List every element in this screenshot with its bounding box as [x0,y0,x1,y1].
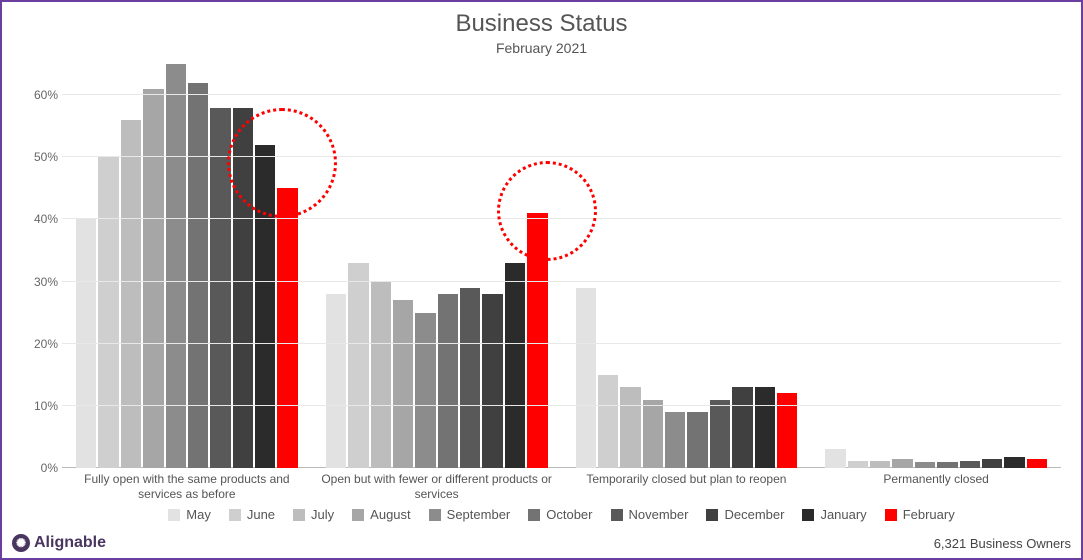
legend-item: September [429,507,511,522]
bar [415,313,435,468]
bar [825,449,845,468]
legend-swatch [429,509,441,521]
bar [98,157,118,468]
bar-group: Open but with fewer or different product… [312,64,562,468]
legend-label: August [370,507,410,522]
grid-line [62,218,1061,219]
legend-item: February [885,507,955,522]
plot-area: Fully open with the same products and se… [62,64,1061,468]
bar [687,412,707,468]
legend-item: December [706,507,784,522]
legend-swatch [229,509,241,521]
y-tick-label: 20% [22,337,58,351]
legend-item: May [168,507,211,522]
bar-group: Fully open with the same products and se… [62,64,312,468]
bar [460,288,480,468]
bar [982,459,1002,468]
chart-frame: Business Status February 2021 Fully open… [0,0,1083,560]
legend-swatch [802,509,814,521]
bar [576,288,596,468]
bar [643,400,663,468]
brand-logo-icon: ✺ [12,534,30,552]
y-tick-label: 40% [22,212,58,226]
bar [393,300,413,468]
bar [326,294,346,468]
grid-line [62,343,1061,344]
bar [527,213,547,468]
grid-line [62,405,1061,406]
chart-subtitle: February 2021 [2,40,1081,56]
bar [892,459,912,468]
legend-swatch [293,509,305,521]
chart-title: Business Status [2,10,1081,38]
legend-label: May [186,507,211,522]
bar [233,108,253,468]
bar [848,461,868,468]
brand-name: Alignable [34,534,106,552]
legend: May June July August September October Novembe… [62,507,1061,522]
legend-label: December [724,507,784,522]
bar [210,108,230,468]
legend-swatch [528,509,540,521]
legend-label: July [311,507,334,522]
legend-label: June [247,507,275,522]
bar [710,400,730,468]
y-tick-label: 0% [22,461,58,475]
legend-label: February [903,507,955,522]
grid-line [62,94,1061,95]
footer-note: 6,321 Business Owners [934,536,1071,551]
bar [505,263,525,468]
legend-swatch [611,509,623,521]
bar-group: Temporarily closed but plan to reopen [562,64,812,468]
x-category-label: Open but with fewer or different product… [312,468,562,502]
bar [598,375,618,468]
legend-label: September [447,507,511,522]
x-category-label: Fully open with the same products and se… [62,468,312,502]
brand: ✺ Alignable [12,534,106,552]
y-tick-label: 60% [22,88,58,102]
legend-swatch [168,509,180,521]
bar [143,89,163,468]
legend-label: November [629,507,689,522]
legend-item: October [528,507,592,522]
legend-item: June [229,507,275,522]
bar [438,294,458,468]
bar [255,145,275,468]
bar [960,461,980,468]
y-tick-label: 50% [22,150,58,164]
bar [348,263,368,468]
legend-swatch [885,509,897,521]
legend-item: July [293,507,334,522]
bar [755,387,775,468]
grid-line [62,156,1061,157]
bar [732,387,752,468]
footer: ✺ Alignable 6,321 Business Owners [12,534,1071,552]
legend-label: January [820,507,866,522]
bar-group: Permanently closed [811,64,1061,468]
legend-item: November [611,507,689,522]
bar [1004,457,1024,468]
y-tick-label: 30% [22,275,58,289]
y-tick-label: 10% [22,399,58,413]
x-category-label: Temporarily closed but plan to reopen [562,468,812,487]
legend-swatch [352,509,364,521]
bar [277,188,297,468]
bar-groups: Fully open with the same products and se… [62,64,1061,468]
legend-item: January [802,507,866,522]
legend-item: August [352,507,410,522]
bar [121,120,141,468]
bar [870,461,890,468]
bar [166,64,186,468]
x-category-label: Permanently closed [811,468,1061,487]
bar [188,83,208,468]
grid-line [62,281,1061,282]
bar [620,387,640,468]
bar [482,294,502,468]
bar [371,282,391,468]
legend-label: October [546,507,592,522]
legend-swatch [706,509,718,521]
bar [665,412,685,468]
bar [1027,459,1047,468]
